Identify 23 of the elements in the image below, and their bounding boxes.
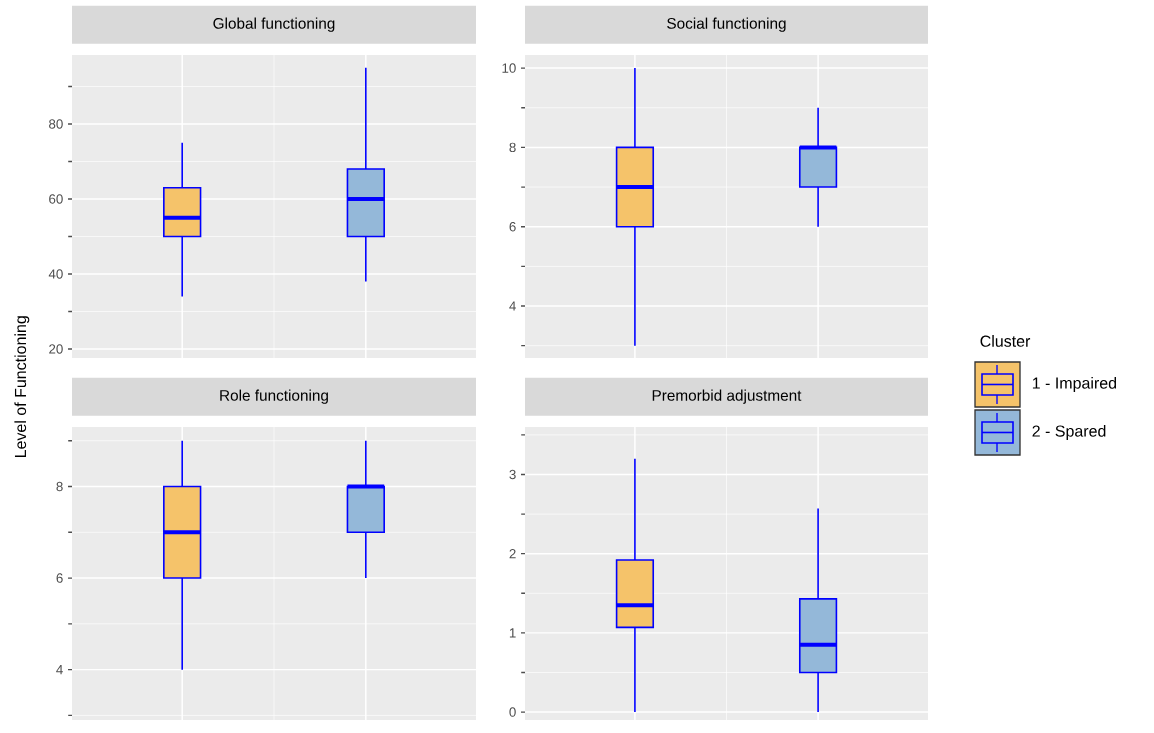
y-axis-title: Level of Functioning xyxy=(14,316,30,457)
y-tick-label: 80 xyxy=(49,119,63,129)
legend-label: 2 - Spared xyxy=(1032,424,1106,440)
legend-title: Cluster xyxy=(980,335,1031,347)
chart-title: Premorbid adjustment xyxy=(652,389,802,404)
y-tick-label: 2 xyxy=(509,548,516,559)
y-tick-label: 4 xyxy=(509,301,516,311)
y-tick-label: 3 xyxy=(509,469,516,480)
chart-title: Role functioning xyxy=(220,389,328,404)
y-tick-label: 8 xyxy=(56,481,63,492)
y-tick-label: 8 xyxy=(509,142,516,153)
y-tick-label: 40 xyxy=(48,269,63,279)
y-tick-label: 0 xyxy=(509,707,516,717)
y-tick-label: 20 xyxy=(49,344,63,354)
chart-title: Global functioning xyxy=(213,17,335,32)
y-tick-label: 4 xyxy=(56,664,63,675)
chart-title: Social functioning xyxy=(667,17,786,32)
y-tick-label: 1 xyxy=(509,628,516,638)
y-tick-label: 6 xyxy=(509,221,516,232)
y-tick-label: 10 xyxy=(502,63,516,73)
y-tick-label: 60 xyxy=(49,194,63,204)
legend-label: 1 - Impaired xyxy=(1032,376,1117,392)
y-tick-label: 6 xyxy=(56,573,63,583)
